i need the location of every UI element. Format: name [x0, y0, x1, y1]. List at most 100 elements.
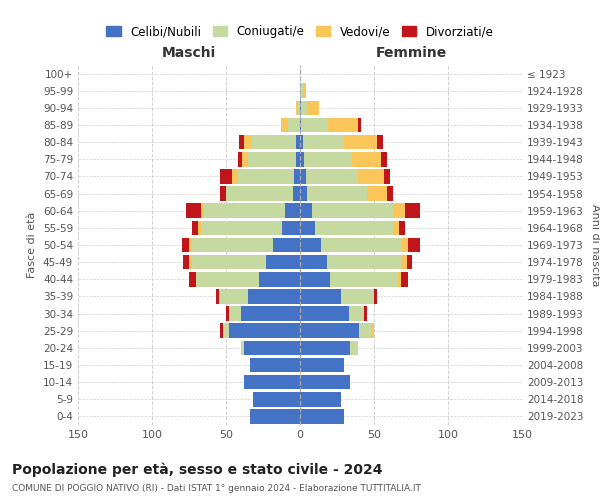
Bar — [229, 324, 300, 338]
Bar — [242, 152, 248, 166]
Bar — [300, 340, 350, 355]
Bar — [253, 392, 300, 406]
Bar — [301, 118, 328, 132]
Bar — [300, 220, 315, 235]
Bar — [344, 135, 377, 150]
Bar — [300, 392, 341, 406]
Y-axis label: Fasce di età: Fasce di età — [28, 212, 37, 278]
Bar — [192, 220, 198, 235]
Bar — [294, 169, 300, 184]
Bar — [220, 169, 232, 184]
Bar — [232, 169, 238, 184]
Bar — [226, 186, 293, 201]
Bar — [198, 220, 201, 235]
Bar — [300, 204, 312, 218]
Bar — [296, 152, 300, 166]
Bar — [300, 272, 329, 286]
Bar — [241, 306, 300, 321]
Bar — [341, 289, 374, 304]
Bar — [304, 152, 352, 166]
Bar — [201, 204, 204, 218]
Bar — [329, 272, 398, 286]
Bar — [218, 289, 248, 304]
Bar — [300, 238, 321, 252]
Bar — [248, 152, 296, 166]
Bar — [186, 204, 201, 218]
Bar — [238, 169, 294, 184]
Bar — [382, 152, 388, 166]
Bar — [183, 255, 189, 270]
Bar — [189, 255, 192, 270]
Bar — [300, 306, 349, 321]
Bar — [293, 186, 300, 201]
Bar — [359, 324, 371, 338]
Bar — [321, 238, 402, 252]
Bar — [250, 358, 300, 372]
Bar — [300, 118, 301, 132]
Bar — [296, 100, 297, 115]
Bar — [244, 135, 251, 150]
Bar — [196, 272, 259, 286]
Bar — [303, 84, 306, 98]
Bar — [393, 204, 405, 218]
Bar — [408, 238, 420, 252]
Bar — [223, 324, 229, 338]
Bar — [402, 238, 408, 252]
Bar — [220, 324, 223, 338]
Bar — [385, 169, 390, 184]
Bar — [401, 255, 407, 270]
Bar — [281, 118, 288, 132]
Bar — [301, 100, 307, 115]
Bar — [405, 204, 420, 218]
Text: Popolazione per età, sesso e stato civile - 2024: Popolazione per età, sesso e stato civil… — [12, 462, 383, 477]
Bar — [326, 255, 401, 270]
Bar — [266, 255, 300, 270]
Bar — [244, 340, 300, 355]
Bar — [220, 186, 226, 201]
Bar — [300, 255, 326, 270]
Bar — [303, 135, 344, 150]
Bar — [297, 100, 300, 115]
Bar — [215, 289, 218, 304]
Bar — [241, 340, 244, 355]
Bar — [399, 220, 405, 235]
Bar — [244, 375, 300, 390]
Bar — [300, 84, 303, 98]
Bar — [371, 324, 374, 338]
Bar — [300, 135, 303, 150]
Bar — [377, 135, 383, 150]
Bar — [192, 255, 266, 270]
Bar — [315, 220, 393, 235]
Bar — [328, 118, 358, 132]
Bar — [349, 306, 364, 321]
Bar — [201, 220, 282, 235]
Bar — [251, 135, 296, 150]
Text: COMUNE DI POGGIO NATIVO (RI) - Dati ISTAT 1° gennaio 2024 - Elaborazione TUTTITA: COMUNE DI POGGIO NATIVO (RI) - Dati ISTA… — [12, 484, 421, 493]
Bar — [398, 272, 401, 286]
Bar — [274, 238, 300, 252]
Text: Femmine: Femmine — [376, 46, 446, 60]
Bar — [364, 306, 367, 321]
Bar — [182, 238, 189, 252]
Bar — [307, 186, 367, 201]
Bar — [367, 186, 388, 201]
Bar — [229, 306, 241, 321]
Bar — [288, 118, 300, 132]
Bar — [401, 272, 408, 286]
Bar — [300, 289, 341, 304]
Bar — [374, 289, 377, 304]
Bar — [358, 118, 361, 132]
Legend: Celibi/Nubili, Coniugati/e, Vedovi/e, Divorziati/e: Celibi/Nubili, Coniugati/e, Vedovi/e, Di… — [101, 20, 499, 43]
Bar — [350, 340, 358, 355]
Bar — [204, 204, 285, 218]
Bar — [300, 324, 359, 338]
Text: Maschi: Maschi — [162, 46, 216, 60]
Y-axis label: Anni di nascita: Anni di nascita — [590, 204, 600, 286]
Bar — [250, 409, 300, 424]
Bar — [285, 204, 300, 218]
Bar — [192, 238, 274, 252]
Bar — [296, 135, 300, 150]
Bar — [189, 238, 192, 252]
Bar — [306, 169, 358, 184]
Bar — [300, 152, 304, 166]
